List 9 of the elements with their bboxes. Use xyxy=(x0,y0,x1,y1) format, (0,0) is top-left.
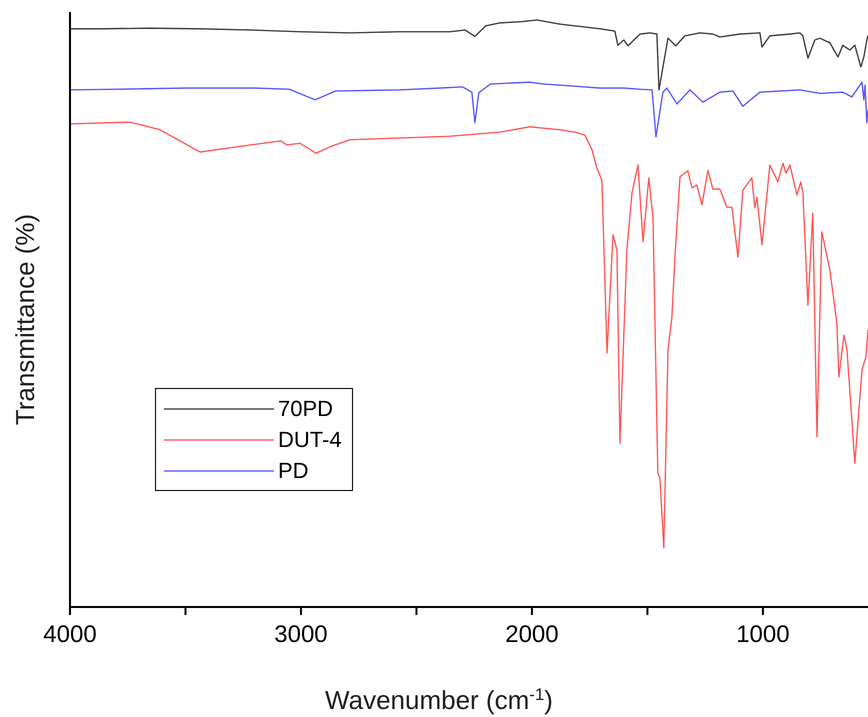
x-tick-label: 2000 xyxy=(505,621,559,648)
legend-label: DUT-4 xyxy=(278,426,342,452)
legend-label: 70PD xyxy=(278,396,334,422)
y-axis-title: Transmittance (%) xyxy=(10,214,40,426)
x-tick-label: 1000 xyxy=(736,621,790,648)
legend-label: PD xyxy=(278,458,309,484)
x-tick-label: 4000 xyxy=(43,621,97,648)
x-axis-title: Wavenumber (cm$^{-1}$) xyxy=(325,684,553,715)
x-tick-label: 3000 xyxy=(274,621,328,648)
